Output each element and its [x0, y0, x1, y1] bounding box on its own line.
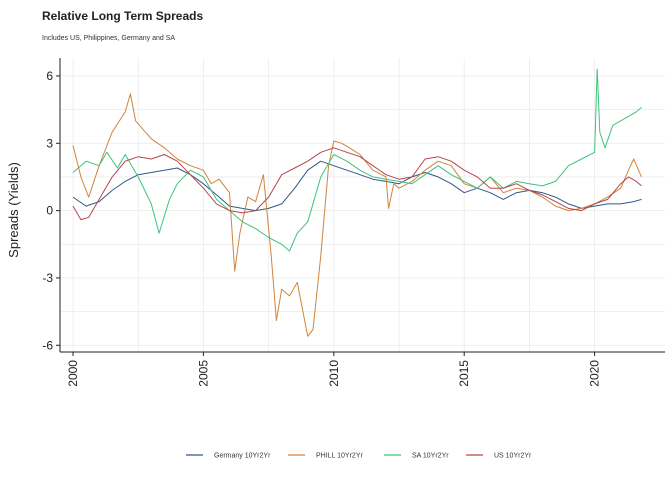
x-tick-label: 2015 [457, 360, 471, 387]
legend-label-3: US 10Yr2Yr [494, 453, 532, 460]
legend-label-2: SA 10Yr2Yr [412, 453, 449, 460]
series-line-2 [72, 68, 642, 252]
x-tick-label: 2005 [196, 360, 210, 387]
y-tick-label: -6 [42, 338, 53, 352]
axes: -6 -3 0 3 6 2000 2005 2010 2015 2020 [42, 58, 665, 387]
y-tick-label: 6 [46, 69, 53, 83]
legend-label-1: PHILL 10Yr2Yr [316, 453, 363, 460]
x-tick-label: 2020 [588, 360, 602, 387]
legend-label-0: Germany 10Yr2Yr [214, 453, 271, 460]
chart-subtitle: Includes US, Philippines, Germany and SA [42, 35, 175, 42]
y-tick-label: 0 [46, 204, 53, 218]
gridlines [60, 58, 665, 352]
y-tick-label: -3 [42, 271, 53, 285]
x-tick-label: 2000 [66, 360, 80, 387]
series-line-1 [72, 93, 642, 337]
x-tick-label: 2010 [327, 360, 341, 387]
y-axis-title: Spreads (Yields) [6, 162, 21, 258]
series-lines [72, 68, 642, 337]
series-line-3 [72, 147, 642, 221]
series-line-0 [72, 160, 642, 212]
y-tick-label: 3 [46, 136, 53, 150]
chart-title: Relative Long Term Spreads [42, 9, 203, 23]
legend: Germany 10Yr2Yr PHILL 10Yr2Yr SA 10Yr2Yr US… [186, 453, 532, 460]
